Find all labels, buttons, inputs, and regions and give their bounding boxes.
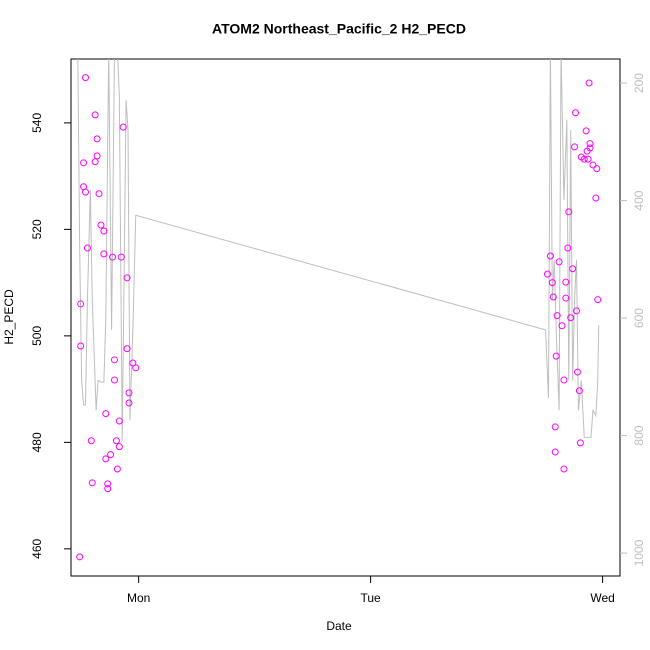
data-point [551, 423, 559, 431]
data-point [125, 399, 133, 407]
data-point [93, 135, 101, 143]
x-tick-label: Tue [361, 591, 382, 605]
y-tick-label: 520 [30, 219, 44, 239]
data-point [544, 270, 552, 278]
data-point [576, 439, 584, 447]
data-point [77, 342, 85, 350]
data-point [115, 417, 123, 425]
y2-tick-label: 1000 [632, 539, 646, 566]
data-point [81, 74, 89, 82]
data-point [104, 485, 112, 493]
plot-area [76, 59, 602, 561]
y-tick-label: 500 [30, 326, 44, 346]
x-tick-label: Wed [590, 591, 614, 605]
data-point [91, 111, 99, 119]
data-point [123, 345, 131, 353]
data-point [100, 250, 108, 258]
data-point [104, 480, 112, 488]
data-point [110, 376, 118, 384]
data-point [80, 159, 88, 167]
data-point [558, 322, 566, 330]
data-point [102, 455, 110, 463]
data-point [551, 448, 559, 456]
data-point [594, 296, 602, 304]
data-point [562, 278, 570, 286]
data-point [76, 553, 84, 561]
data-point [580, 155, 588, 163]
data-point [562, 294, 570, 302]
data-point [100, 227, 108, 235]
data-point [548, 279, 556, 287]
data-point [107, 451, 115, 459]
y-tick-label: 460 [30, 539, 44, 559]
data-point [560, 465, 568, 473]
data-point [567, 314, 575, 322]
data-point [582, 127, 590, 135]
data-point [571, 143, 579, 151]
data-point [77, 300, 85, 308]
y-tick-label: 540 [30, 113, 44, 133]
data-point [555, 258, 563, 266]
data-point [119, 123, 127, 131]
data-point [586, 140, 594, 148]
data-point [102, 410, 110, 418]
data-point [592, 194, 600, 202]
data-point [87, 437, 95, 445]
data-point [586, 144, 594, 152]
data-point [560, 376, 568, 384]
data-point [546, 252, 554, 260]
y2-tick-label: 600 [632, 308, 646, 328]
data-point [573, 368, 581, 376]
data-point [123, 274, 131, 282]
data-point [572, 109, 580, 117]
data-point [564, 244, 572, 252]
data-point [565, 208, 573, 216]
data-point [549, 293, 557, 301]
y2-tick-label: 400 [632, 190, 646, 210]
y-axis-label: H2_PECD [2, 289, 16, 345]
x-tick-label: Mon [127, 591, 150, 605]
data-point [573, 307, 581, 315]
data-point [593, 165, 601, 173]
data-point [109, 253, 117, 261]
data-point [81, 188, 89, 196]
data-point [132, 364, 140, 372]
data-point [553, 312, 561, 320]
data-point [113, 465, 121, 473]
data-point [575, 387, 583, 395]
data-point [584, 155, 592, 163]
data-point [125, 389, 133, 397]
data-point [117, 253, 125, 261]
data-point [93, 152, 101, 160]
data-point [589, 161, 597, 169]
x-axis-label: Date [326, 619, 352, 633]
data-point [83, 244, 91, 252]
y-tick-label: 480 [30, 432, 44, 452]
data-point [110, 356, 118, 364]
data-point [569, 265, 577, 273]
data-point [585, 79, 593, 87]
y2-tick-label: 800 [632, 425, 646, 445]
data-point [97, 221, 105, 229]
chart-title: ATOM2 Northeast_Pacific_2 H2_PECD [212, 21, 466, 37]
y2-tick-label: 200 [632, 73, 646, 93]
data-point [112, 437, 120, 445]
data-point [88, 479, 96, 487]
data-point [552, 352, 560, 360]
data-point [115, 443, 123, 451]
data-point [95, 190, 103, 198]
data-line [77, 59, 600, 441]
